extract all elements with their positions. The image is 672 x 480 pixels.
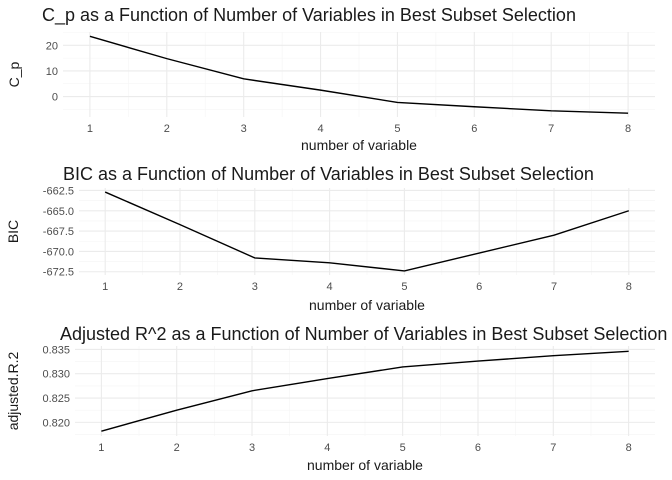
series-line — [104, 191, 630, 272]
x-tick-label: 3 — [241, 123, 247, 135]
y-tick-label: 0 — [52, 92, 58, 104]
x-tick-label: 6 — [471, 123, 477, 135]
x-tick-label: 4 — [324, 442, 330, 454]
y-axis-title: BIC — [5, 220, 21, 243]
y-tick-label: 0.820 — [42, 417, 70, 429]
x-tick-label: 8 — [625, 123, 631, 135]
x-axis-title: number of variable — [307, 457, 423, 473]
y-tick-label: -665.0 — [43, 206, 74, 218]
x-tick-label: 5 — [400, 442, 406, 454]
x-tick-label: 8 — [626, 442, 632, 454]
chart-panel-1: 1 2 3 4 5 6 7 8 0 10 20 C_p as a Function of Number… — [6, 5, 655, 153]
chart-title: C_p as a Function of Number of Variables… — [42, 5, 576, 26]
y-tick-label: 10 — [46, 66, 58, 78]
x-tick-label: 3 — [249, 442, 255, 454]
y-tick-label: -662.5 — [43, 185, 74, 197]
x-tick-label: 3 — [252, 281, 258, 293]
series-line — [101, 350, 629, 432]
x-tick-label: 1 — [98, 442, 104, 454]
y-tick-label: 0.825 — [42, 393, 70, 405]
x-tick-label: 5 — [401, 281, 407, 293]
chart-panel-2: 1 2 3 4 5 6 7 8-672.5-670.0-667.5-665.0-662.5BI… — [5, 164, 655, 313]
x-tick-label: 6 — [475, 442, 481, 454]
y-tick-label: 20 — [46, 40, 58, 52]
chart-title: Adjusted R^2 as a Function of Number of … — [60, 324, 667, 344]
chart-title: BIC as a Function of Number of Variables… — [63, 164, 594, 184]
x-tick-label: 1 — [102, 281, 108, 293]
x-axis-title: number of variable — [301, 137, 417, 153]
x-tick-label: 5 — [394, 123, 400, 135]
series-line — [89, 35, 629, 114]
x-tick-label: 7 — [548, 123, 554, 135]
x-tick-label: 8 — [626, 281, 632, 293]
y-tick-label: -667.5 — [43, 226, 74, 238]
y-tick-label: -672.5 — [43, 267, 74, 279]
y-tick-label: 0.830 — [42, 369, 70, 381]
x-tick-label: 4 — [327, 281, 333, 293]
x-axis-title: number of variable — [309, 297, 425, 313]
x-tick-label: 2 — [164, 123, 170, 135]
y-axis-title: adjusted.R.2 — [5, 351, 21, 430]
x-tick-label: 6 — [476, 281, 482, 293]
y-tick-label: -670.0 — [43, 246, 74, 258]
x-tick-label: 7 — [550, 442, 556, 454]
x-tick-label: 1 — [87, 123, 93, 135]
x-tick-label: 4 — [317, 123, 323, 135]
y-tick-label: 0.835 — [42, 344, 70, 356]
x-tick-label: 7 — [551, 281, 557, 293]
y-axis-title: C_p — [6, 61, 22, 87]
x-tick-label: 2 — [174, 442, 180, 454]
x-tick-label: 2 — [177, 281, 183, 293]
